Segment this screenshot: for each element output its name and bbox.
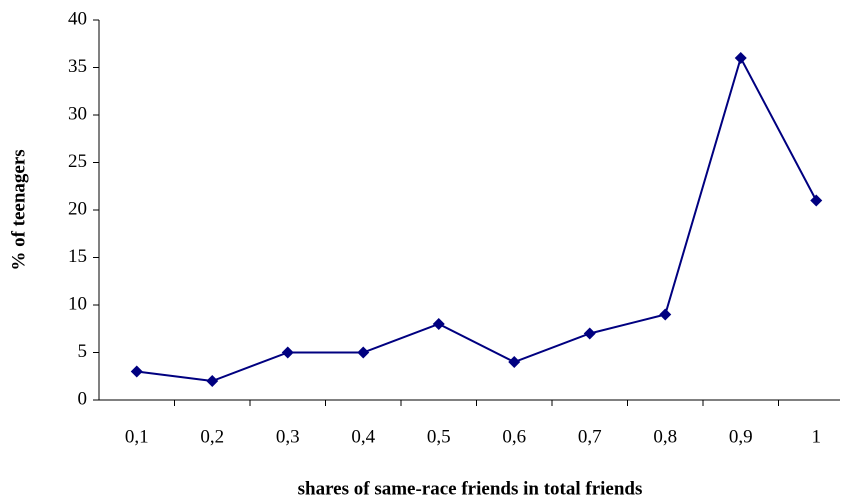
marker	[810, 194, 823, 207]
marker	[734, 52, 747, 64]
x-tick-label: 0,8	[653, 426, 677, 447]
marker	[281, 346, 294, 359]
y-tick-label: 5	[78, 341, 88, 362]
y-tick-label: 20	[68, 198, 87, 219]
x-tick-label: 0,7	[578, 426, 602, 447]
y-tick-label: 25	[68, 151, 87, 172]
x-tick-label: 0,5	[427, 426, 451, 447]
y-tick-label: 35	[68, 56, 87, 77]
x-axis-title: shares of same-race friends in total fri…	[298, 478, 643, 499]
marker	[659, 308, 672, 321]
x-tick-label: 0,1	[125, 426, 149, 447]
y-tick-label: 15	[68, 246, 87, 267]
marker	[508, 356, 521, 368]
marker	[432, 318, 445, 330]
y-axis-title: % of teenagers	[8, 149, 29, 270]
marker	[357, 346, 370, 359]
marker	[130, 365, 143, 378]
line	[136, 55, 818, 383]
marker	[206, 375, 219, 387]
y-tick-label: 0	[78, 388, 88, 409]
x-tick-label: 0,9	[729, 426, 753, 447]
y-tick-label: 30	[68, 103, 87, 124]
x-tick-label: 0,4	[351, 426, 375, 447]
y-tick-label: 40	[68, 8, 87, 29]
x-tick-label: 0,2	[200, 426, 224, 447]
marker	[583, 327, 596, 340]
y-tick-label: 10	[68, 293, 87, 314]
x-tick-label: 0,6	[502, 426, 526, 447]
x-tick-label: 1	[812, 426, 822, 447]
x-tick-label: 0,3	[276, 426, 300, 447]
